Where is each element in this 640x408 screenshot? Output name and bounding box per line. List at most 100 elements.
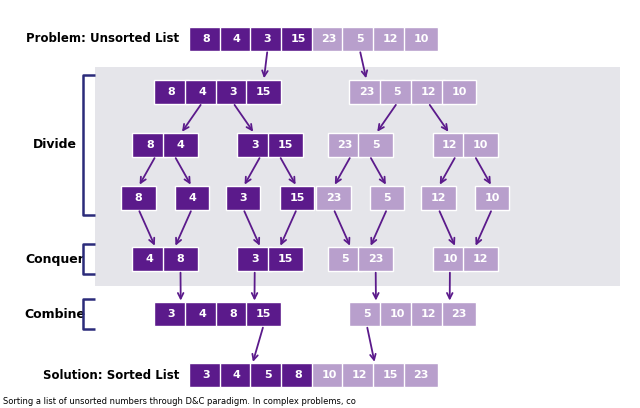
FancyBboxPatch shape <box>380 80 415 104</box>
FancyBboxPatch shape <box>132 133 167 157</box>
FancyBboxPatch shape <box>433 247 467 271</box>
Text: Conquer: Conquer <box>25 253 84 266</box>
Text: 15: 15 <box>291 34 306 44</box>
Text: 4: 4 <box>198 87 206 97</box>
Text: 3: 3 <box>251 140 259 150</box>
FancyBboxPatch shape <box>189 363 223 388</box>
FancyBboxPatch shape <box>349 80 384 104</box>
FancyBboxPatch shape <box>237 133 272 157</box>
Text: 5: 5 <box>372 140 380 150</box>
FancyBboxPatch shape <box>421 186 456 210</box>
FancyBboxPatch shape <box>328 133 362 157</box>
FancyBboxPatch shape <box>216 302 250 326</box>
Text: 15: 15 <box>278 254 293 264</box>
Text: 5: 5 <box>341 254 349 264</box>
Text: 8: 8 <box>168 87 175 97</box>
FancyBboxPatch shape <box>312 363 346 388</box>
Text: Combine: Combine <box>24 308 85 321</box>
Text: 8: 8 <box>134 193 142 203</box>
Text: Solution: Sorted List: Solution: Sorted List <box>43 369 179 382</box>
FancyBboxPatch shape <box>373 363 408 388</box>
FancyBboxPatch shape <box>154 80 189 104</box>
FancyBboxPatch shape <box>226 186 260 210</box>
FancyBboxPatch shape <box>185 302 220 326</box>
FancyBboxPatch shape <box>185 80 220 104</box>
Text: 8: 8 <box>294 370 302 380</box>
FancyBboxPatch shape <box>280 186 314 210</box>
Text: 15: 15 <box>278 140 293 150</box>
Text: 8: 8 <box>202 34 210 44</box>
Text: 8: 8 <box>229 309 237 319</box>
FancyBboxPatch shape <box>268 247 303 271</box>
FancyBboxPatch shape <box>237 247 272 271</box>
FancyBboxPatch shape <box>268 133 303 157</box>
Text: 3: 3 <box>239 193 247 203</box>
FancyBboxPatch shape <box>442 302 476 326</box>
FancyBboxPatch shape <box>342 27 377 51</box>
FancyBboxPatch shape <box>316 186 351 210</box>
Text: Divide: Divide <box>33 138 76 151</box>
Text: 4: 4 <box>233 34 241 44</box>
FancyBboxPatch shape <box>358 247 393 271</box>
Text: 23: 23 <box>413 370 429 380</box>
Text: 3: 3 <box>202 370 210 380</box>
FancyBboxPatch shape <box>328 247 362 271</box>
Text: 15: 15 <box>383 370 398 380</box>
Text: 4: 4 <box>146 254 154 264</box>
Text: 3: 3 <box>264 34 271 44</box>
Text: 5: 5 <box>394 87 401 97</box>
Text: 15: 15 <box>256 309 271 319</box>
Text: 5: 5 <box>383 193 391 203</box>
Text: 15: 15 <box>289 193 305 203</box>
Text: Sorting a list of unsorted numbers through D&C paradigm. In complex problems, co: Sorting a list of unsorted numbers throu… <box>3 397 356 406</box>
FancyBboxPatch shape <box>163 133 198 157</box>
FancyBboxPatch shape <box>281 363 316 388</box>
Text: 23: 23 <box>368 254 383 264</box>
Text: 4: 4 <box>198 309 206 319</box>
FancyBboxPatch shape <box>246 302 281 326</box>
FancyBboxPatch shape <box>463 247 498 271</box>
FancyBboxPatch shape <box>95 67 620 286</box>
Text: 8: 8 <box>146 140 154 150</box>
Text: 8: 8 <box>177 254 184 264</box>
Text: 5: 5 <box>264 370 271 380</box>
FancyBboxPatch shape <box>132 247 167 271</box>
FancyBboxPatch shape <box>404 363 438 388</box>
FancyBboxPatch shape <box>246 80 281 104</box>
FancyBboxPatch shape <box>370 186 404 210</box>
FancyBboxPatch shape <box>342 363 377 388</box>
Text: 4: 4 <box>177 140 184 150</box>
Text: 10: 10 <box>473 140 488 150</box>
FancyBboxPatch shape <box>373 27 408 51</box>
Text: 10: 10 <box>390 309 405 319</box>
FancyBboxPatch shape <box>433 133 467 157</box>
FancyBboxPatch shape <box>121 186 156 210</box>
Text: 10: 10 <box>451 87 467 97</box>
Text: 12: 12 <box>383 34 398 44</box>
Text: 15: 15 <box>256 87 271 97</box>
FancyBboxPatch shape <box>163 247 198 271</box>
FancyBboxPatch shape <box>220 27 254 51</box>
FancyBboxPatch shape <box>349 302 384 326</box>
Text: 5: 5 <box>363 309 371 319</box>
FancyBboxPatch shape <box>475 186 509 210</box>
Text: 4: 4 <box>188 193 196 203</box>
Text: 5: 5 <box>356 34 364 44</box>
Text: 10: 10 <box>484 193 500 203</box>
FancyBboxPatch shape <box>411 80 445 104</box>
Text: 3: 3 <box>229 87 237 97</box>
FancyBboxPatch shape <box>404 27 438 51</box>
FancyBboxPatch shape <box>358 133 393 157</box>
Text: 10: 10 <box>413 34 429 44</box>
Text: 10: 10 <box>321 370 337 380</box>
FancyBboxPatch shape <box>411 302 445 326</box>
FancyBboxPatch shape <box>442 80 476 104</box>
Text: 23: 23 <box>451 309 467 319</box>
FancyBboxPatch shape <box>463 133 498 157</box>
Text: 12: 12 <box>431 193 446 203</box>
Text: 4: 4 <box>233 370 241 380</box>
FancyBboxPatch shape <box>216 80 250 104</box>
Text: 12: 12 <box>420 309 436 319</box>
FancyBboxPatch shape <box>189 27 223 51</box>
Text: 23: 23 <box>359 87 374 97</box>
